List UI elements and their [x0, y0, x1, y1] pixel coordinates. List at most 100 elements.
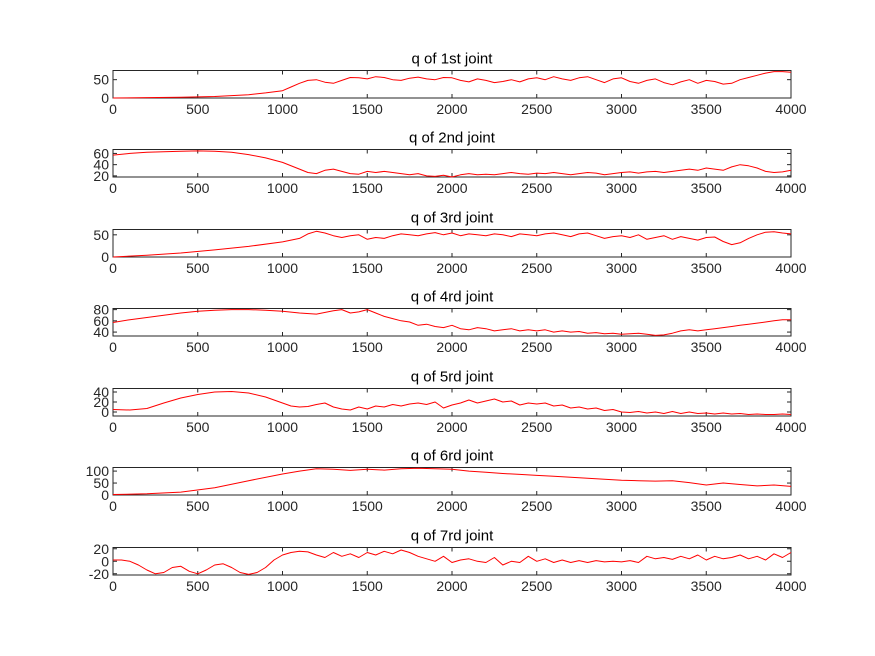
series-line [112, 230, 792, 258]
x-tick-label: 3000 [606, 260, 637, 276]
x-tick-label: 4000 [775, 578, 806, 594]
x-tick-label: 2000 [436, 578, 467, 594]
y-tick-label: -20 [89, 566, 109, 582]
x-tick-label: 2000 [436, 339, 467, 355]
x-tick-label: 2500 [521, 260, 552, 276]
x-tick-label: 1500 [352, 101, 383, 117]
x-tick-label: 1500 [352, 578, 383, 594]
x-tick-label: 500 [186, 339, 210, 355]
x-tick-label: 500 [186, 260, 210, 276]
y-tick-label: 40 [93, 157, 109, 173]
x-tick-label: 2000 [436, 180, 467, 196]
y-tick-label: 100 [86, 463, 110, 479]
x-tick-label: 2000 [436, 101, 467, 117]
subplot-title: q of 4rd joint [411, 289, 494, 306]
y-tick-label: 0 [101, 487, 109, 503]
x-tick-label: 1500 [352, 180, 383, 196]
x-tick-label: 500 [186, 578, 210, 594]
x-tick-label: 2000 [436, 260, 467, 276]
x-tick-label: 0 [109, 101, 117, 117]
x-tick-label: 4000 [775, 498, 806, 514]
y-tick-label: 40 [93, 384, 109, 400]
subplot-title: q of 3rd joint [411, 210, 494, 227]
y-tick-label: 0 [101, 90, 109, 106]
x-tick-label: 2500 [521, 101, 552, 117]
x-tick-label: 1000 [267, 419, 298, 435]
x-tick-label: 2500 [521, 498, 552, 514]
x-tick-label: 2500 [521, 339, 552, 355]
x-tick-label: 0 [109, 180, 117, 196]
x-tick-label: 3500 [691, 101, 722, 117]
x-tick-label: 3500 [691, 260, 722, 276]
series-line [112, 71, 792, 99]
x-tick-label: 0 [109, 578, 117, 594]
y-tick-label: 40 [93, 324, 109, 340]
x-tick-label: 500 [186, 101, 210, 117]
y-tick-label: 80 [93, 302, 109, 318]
x-tick-label: 3500 [691, 419, 722, 435]
x-tick-label: 2500 [521, 419, 552, 435]
subplot-title: q of 5rd joint [411, 369, 494, 386]
subplot-title: q of 1st joint [412, 51, 494, 68]
x-tick-label: 1000 [267, 339, 298, 355]
x-tick-label: 1000 [267, 578, 298, 594]
subplot-title: q of 6rd joint [411, 448, 494, 465]
subplot-7: q of 7rd joint 0 500 1000 1500 2000 2500 3000 35… [89, 528, 807, 595]
y-tick-label: 0 [101, 553, 109, 569]
x-tick-label: 3000 [606, 180, 637, 196]
y-tick-label: 60 [93, 145, 109, 161]
x-tick-label: 3500 [691, 180, 722, 196]
x-tick-label: 2000 [436, 498, 467, 514]
x-tick-label: 3500 [691, 498, 722, 514]
x-tick-label: 4000 [775, 260, 806, 276]
series-line [112, 150, 792, 178]
y-tick-label: 0 [101, 249, 109, 265]
x-tick-label: 3000 [606, 498, 637, 514]
x-tick-label: 1500 [352, 339, 383, 355]
y-tick-label: 0 [101, 404, 109, 420]
x-tick-label: 3000 [606, 101, 637, 117]
x-tick-label: 1500 [352, 498, 383, 514]
x-tick-label: 4000 [775, 101, 806, 117]
y-tick-label: 50 [93, 72, 109, 88]
x-tick-label: 500 [186, 180, 210, 196]
subplot-4: q of 4rd joint 0 500 1000 1500 2000 2500 3000 35… [93, 289, 806, 356]
x-tick-label: 0 [109, 260, 117, 276]
y-tick-label: 20 [93, 168, 109, 184]
x-tick-label: 0 [109, 419, 117, 435]
y-tick-label: 20 [93, 541, 109, 557]
x-tick-label: 500 [186, 498, 210, 514]
x-tick-label: 4000 [775, 419, 806, 435]
series-line [112, 391, 792, 415]
series-line [112, 309, 791, 336]
series-line [113, 549, 792, 575]
x-tick-label: 2000 [436, 419, 467, 435]
x-tick-label: 3000 [606, 419, 637, 435]
x-tick-label: 1000 [267, 498, 298, 514]
x-tick-label: 500 [186, 419, 210, 435]
series-line [112, 467, 792, 495]
y-tick-label: 50 [93, 227, 109, 243]
subplot-title: q of 7rd joint [411, 528, 494, 545]
x-tick-label: 1500 [352, 419, 383, 435]
y-tick-label: 50 [93, 475, 109, 491]
subplot-2: q of 2nd joint 0 500 1000 1500 2000 2500 3000 35… [93, 130, 806, 197]
x-tick-label: 1000 [267, 260, 298, 276]
x-tick-label: 0 [109, 339, 117, 355]
subplot-5: q of 5rd joint 0 500 1000 1500 2000 2500 3000 35… [93, 369, 806, 436]
x-tick-label: 3000 [606, 339, 637, 355]
x-tick-label: 1500 [352, 260, 383, 276]
x-tick-label: 3500 [691, 339, 722, 355]
x-tick-label: 2500 [521, 180, 552, 196]
x-tick-label: 3500 [691, 578, 722, 594]
x-tick-label: 4000 [775, 339, 806, 355]
x-tick-label: 3000 [606, 578, 637, 594]
subplot-title: q of 2nd joint [409, 130, 496, 147]
x-tick-label: 0 [109, 498, 117, 514]
y-tick-label: 60 [93, 313, 109, 329]
x-tick-label: 2500 [521, 578, 552, 594]
